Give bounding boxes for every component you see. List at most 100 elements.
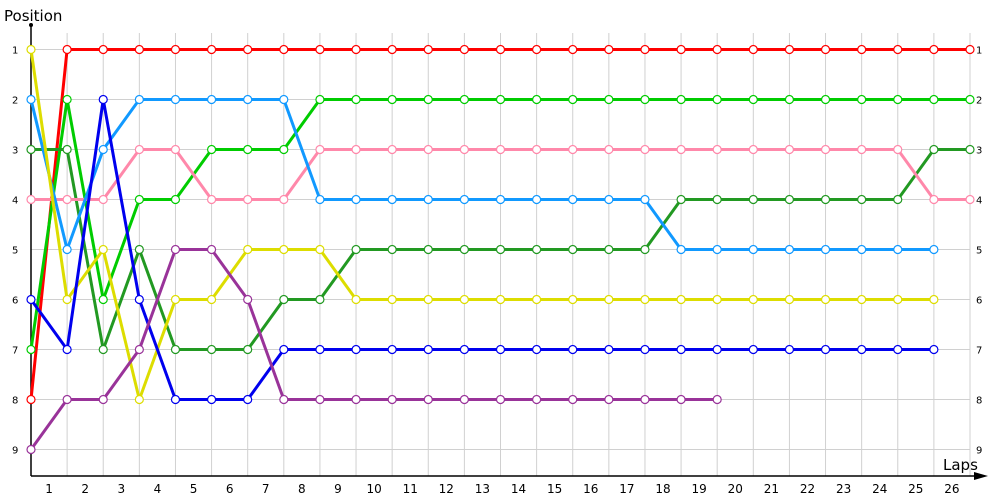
y-tick-label-left: 5 — [12, 246, 18, 257]
data-point — [532, 94, 542, 105]
data-point — [423, 44, 433, 55]
data-point — [784, 194, 795, 205]
data-point — [748, 44, 758, 55]
tick-labels: 1 12 23 34 45 56 67 78 89 91 2 3 4 5 6 7 8 9 10 11 12 13 14 15 1… — [12, 46, 982, 497]
data-point — [532, 144, 542, 155]
x-axis-title: Laps — [943, 456, 978, 474]
data-point — [532, 344, 542, 355]
data-point — [279, 194, 289, 205]
data-point — [712, 244, 722, 255]
data-point — [604, 294, 614, 305]
data-point — [929, 194, 939, 205]
data-point — [532, 244, 542, 255]
x-tick-label: 20 — [728, 482, 743, 496]
data-point — [965, 44, 975, 55]
data-point — [676, 44, 686, 55]
data-point — [134, 144, 144, 155]
data-point — [170, 94, 181, 105]
x-tick-label: 11 — [403, 482, 418, 496]
data-point — [62, 44, 72, 55]
data-point — [712, 194, 722, 205]
data-point — [351, 244, 361, 255]
data-point — [243, 394, 253, 405]
data-point — [893, 244, 903, 255]
data-point — [495, 394, 506, 405]
data-point — [170, 394, 181, 405]
x-tick-label: 18 — [655, 482, 670, 496]
data-point — [495, 294, 506, 305]
data-point — [98, 244, 108, 255]
x-tick-label: 3 — [117, 482, 125, 496]
data-point — [676, 294, 686, 305]
y-tick-label-left: 8 — [12, 396, 18, 407]
x-tick-label: 22 — [800, 482, 815, 496]
data-point — [315, 294, 325, 305]
data-point — [279, 44, 289, 55]
data-point — [315, 394, 325, 405]
data-point — [568, 144, 578, 155]
x-tick-label: 24 — [872, 482, 887, 496]
data-point — [640, 244, 650, 255]
data-point — [820, 144, 831, 155]
data-point — [820, 344, 831, 355]
data-point — [784, 294, 795, 305]
x-tick-label: 21 — [764, 482, 779, 496]
data-point — [929, 294, 939, 305]
data-point — [26, 294, 36, 305]
data-point — [784, 44, 795, 55]
data-point — [279, 94, 289, 105]
data-point — [387, 294, 397, 305]
data-point — [387, 94, 397, 105]
x-tick-label: 7 — [262, 482, 270, 496]
data-point — [62, 144, 72, 155]
data-point — [568, 44, 578, 55]
data-point — [495, 194, 506, 205]
data-point — [62, 94, 72, 105]
data-point — [965, 194, 975, 205]
data-point — [893, 94, 903, 105]
data-point — [170, 294, 181, 305]
data-point — [315, 244, 325, 255]
data-point — [604, 94, 614, 105]
data-point — [568, 194, 578, 205]
data-point — [676, 344, 686, 355]
x-tick-label: 12 — [439, 482, 454, 496]
data-point — [206, 194, 217, 205]
data-point — [640, 344, 650, 355]
y-tick-label-right: 6 — [976, 296, 982, 307]
x-tick-label: 23 — [836, 482, 851, 496]
data-point — [206, 344, 217, 355]
data-point — [170, 144, 181, 155]
series-line — [29, 49, 934, 401]
data-point — [495, 144, 506, 155]
y-tick-label-right: 7 — [976, 346, 982, 357]
data-point — [243, 294, 253, 305]
x-tick-label: 5 — [190, 482, 198, 496]
data-point — [134, 294, 144, 305]
data-point — [857, 144, 867, 155]
series-7-markers — [26, 94, 939, 405]
data-point — [893, 344, 903, 355]
series-8-markers — [26, 244, 722, 455]
data-point — [748, 244, 758, 255]
data-point — [279, 344, 289, 355]
data-point — [134, 244, 144, 255]
data-point — [820, 44, 831, 55]
data-point — [604, 394, 614, 405]
data-point — [387, 244, 397, 255]
data-point — [98, 194, 108, 205]
data-point — [279, 144, 289, 155]
y-tick-label-left: 7 — [12, 346, 18, 357]
data-point — [98, 144, 108, 155]
data-point — [98, 294, 108, 305]
x-tick-label: 1 — [45, 482, 53, 496]
series-3-markers — [26, 144, 975, 355]
data-point — [387, 144, 397, 155]
data-point — [604, 194, 614, 205]
data-point — [893, 144, 903, 155]
data-point — [423, 194, 433, 205]
data-point — [604, 344, 614, 355]
data-point — [495, 244, 506, 255]
data-point — [568, 394, 578, 405]
data-point — [965, 94, 975, 105]
